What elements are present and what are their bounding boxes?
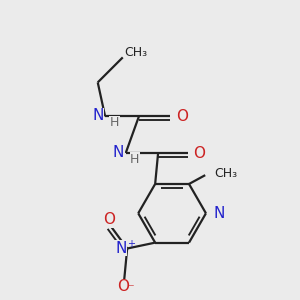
Text: CH₃: CH₃ [214, 167, 237, 180]
Text: N: N [213, 206, 225, 221]
Text: O: O [117, 279, 129, 294]
Text: N: N [113, 145, 124, 160]
Text: O: O [103, 212, 116, 227]
Text: +: + [127, 238, 135, 248]
Text: O: O [194, 146, 206, 160]
Text: N: N [115, 241, 127, 256]
Text: O: O [176, 109, 188, 124]
Text: ⁻: ⁻ [127, 282, 134, 296]
Text: CH₃: CH₃ [124, 46, 147, 59]
Text: H: H [130, 153, 140, 166]
Text: N: N [92, 109, 104, 124]
Text: H: H [110, 116, 119, 129]
